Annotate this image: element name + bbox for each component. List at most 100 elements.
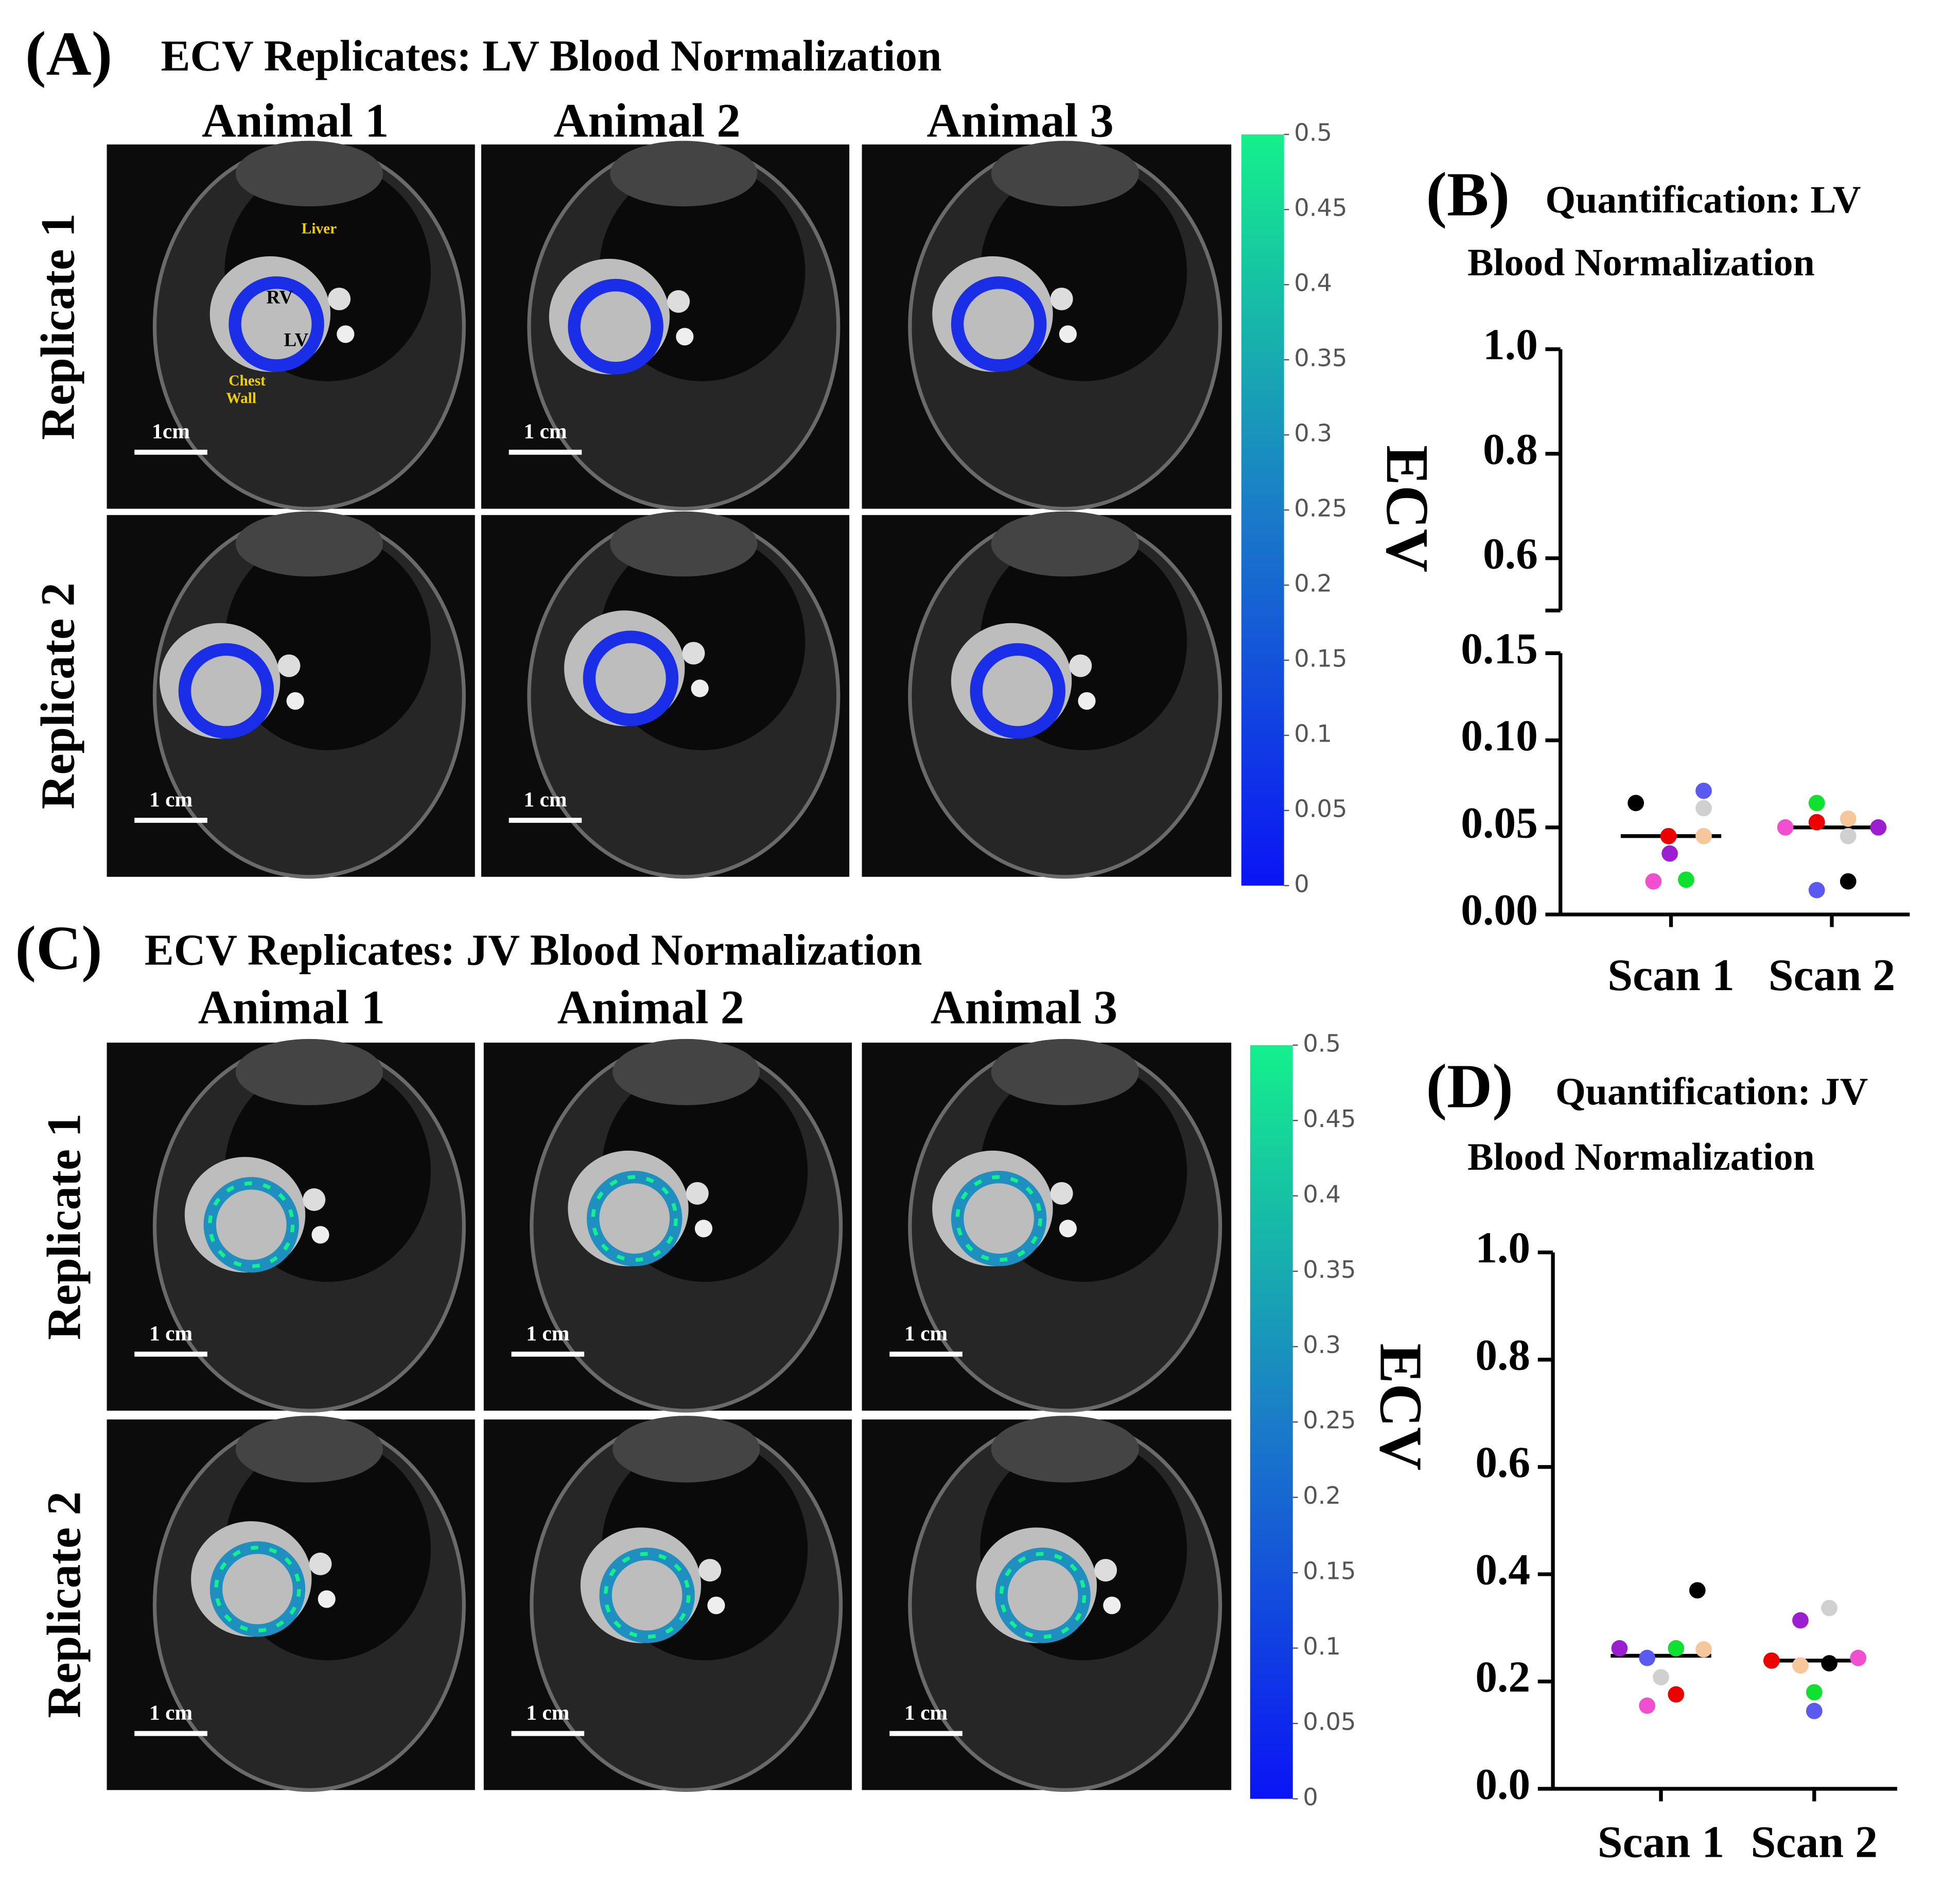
- ring-texture: [603, 1552, 691, 1639]
- colorbar-tick-label: 0.5: [1303, 1029, 1341, 1057]
- data-point: [1695, 782, 1712, 799]
- column-label: Animal 3: [926, 94, 1113, 147]
- anatomy-label: Liver: [302, 220, 337, 237]
- vessel: [1050, 1182, 1073, 1205]
- row-label: Replicate 2: [38, 1491, 91, 1718]
- vessel: [303, 1188, 326, 1211]
- y-tick-label: 0.4: [1475, 1546, 1530, 1594]
- colorbar-tick-label: 0.25: [1294, 495, 1347, 522]
- y-tick-label: 0.2: [1475, 1653, 1530, 1701]
- y-tick-label: 1.0: [1475, 1224, 1530, 1272]
- liver: [991, 1416, 1139, 1483]
- vessel: [1059, 325, 1077, 343]
- scale-bar-label: 1cm: [152, 419, 190, 443]
- data-point: [1840, 873, 1857, 890]
- myocardium-ring: [178, 643, 274, 739]
- colorbar-tick-label: 0.35: [1303, 1256, 1356, 1283]
- vessel: [1094, 1559, 1117, 1582]
- data-point: [1821, 1655, 1837, 1671]
- vessel: [1069, 654, 1092, 677]
- data-point: [1821, 1599, 1837, 1616]
- panel-label: (A): [25, 19, 112, 89]
- colorbar-tick-label: 0.45: [1303, 1105, 1356, 1133]
- anatomy-label: Chest: [229, 373, 266, 389]
- y-tick-label: 0.6: [1483, 530, 1538, 578]
- vessel: [328, 287, 351, 310]
- vessel: [1050, 287, 1073, 310]
- x-tick-label: Scan 1: [1607, 951, 1735, 1000]
- vessel: [311, 1226, 329, 1244]
- scale-bar-label: 1 cm: [523, 787, 567, 811]
- data-point: [1808, 795, 1825, 812]
- data-point: [1611, 1640, 1628, 1657]
- data-point: [1689, 1582, 1706, 1599]
- data-point: [1627, 795, 1644, 812]
- vessel: [676, 328, 694, 346]
- chart-title: Blood Normalization: [1467, 1136, 1815, 1178]
- scale-bar-label: 1 cm: [149, 1321, 192, 1345]
- colorbar-tick-label: 0.4: [1303, 1180, 1341, 1208]
- liver: [235, 140, 383, 207]
- data-point: [1806, 1684, 1823, 1701]
- y-tick-label: 0.8: [1475, 1331, 1530, 1380]
- vessel: [1059, 1220, 1077, 1238]
- colorbar: [1250, 1045, 1293, 1799]
- ring-texture: [591, 1175, 678, 1262]
- liver: [991, 1039, 1139, 1105]
- column-label: Animal 1: [202, 94, 389, 147]
- vessel: [1103, 1596, 1121, 1614]
- vessel: [682, 642, 705, 665]
- y-tick-label: 0.6: [1475, 1438, 1530, 1487]
- panel-title: ECV Replicates: LV Blood Normalization: [161, 32, 941, 80]
- data-point: [1808, 814, 1825, 831]
- chart-title: Blood Normalization: [1467, 241, 1815, 284]
- data-point: [1668, 1640, 1685, 1657]
- x-tick-label: Scan 2: [1751, 1817, 1878, 1867]
- chart-title: Quantification: LV: [1545, 179, 1861, 221]
- colorbar-tick-label: 0.1: [1294, 719, 1332, 747]
- panel-label: (B): [1426, 160, 1510, 230]
- panel-label: (C): [15, 913, 102, 983]
- liver: [610, 511, 758, 577]
- y-tick-label: 1.0: [1483, 321, 1538, 369]
- vessel: [309, 1553, 332, 1575]
- data-point: [1777, 819, 1794, 836]
- data-point: [1792, 1657, 1809, 1674]
- myocardium-ring: [970, 643, 1065, 739]
- colorbar: [1241, 134, 1284, 886]
- liver: [612, 1416, 760, 1483]
- colorbar-tick-label: 0.2: [1303, 1482, 1341, 1509]
- colorbar-tick-label: 0.3: [1303, 1331, 1341, 1359]
- scale-bar-label: 1 cm: [149, 1700, 192, 1724]
- liver: [235, 511, 383, 577]
- column-label: Animal 2: [557, 981, 744, 1034]
- vessel: [318, 1590, 336, 1608]
- y-tick-label: 0.00: [1461, 886, 1537, 935]
- vessel: [698, 1559, 722, 1582]
- vessel: [277, 654, 301, 677]
- liver: [991, 140, 1139, 207]
- vessel: [1078, 692, 1096, 710]
- ring-texture: [214, 1545, 301, 1633]
- data-point: [1870, 819, 1887, 836]
- vessel: [691, 679, 709, 697]
- myocardium-ring: [583, 630, 679, 726]
- vessel: [337, 325, 355, 343]
- liver: [235, 1416, 383, 1483]
- data-point: [1677, 871, 1694, 888]
- liver: [991, 511, 1139, 577]
- column-label: Animal 3: [931, 981, 1117, 1034]
- panel-title: ECV Replicates: JV Blood Normalization: [145, 926, 922, 975]
- colorbar-tick-label: 0.3: [1294, 419, 1332, 447]
- scale-bar-label: 1 cm: [526, 1321, 569, 1345]
- data-point: [1660, 828, 1677, 844]
- row-label: Replicate 1: [38, 1113, 91, 1340]
- data-point: [1850, 1649, 1867, 1666]
- vessel: [694, 1220, 713, 1238]
- data-point: [1763, 1652, 1780, 1669]
- anatomy-label: LV: [284, 329, 309, 350]
- data-point: [1695, 828, 1712, 844]
- panel-label: (D): [1426, 1052, 1513, 1121]
- colorbar-tick-label: 0: [1294, 870, 1309, 897]
